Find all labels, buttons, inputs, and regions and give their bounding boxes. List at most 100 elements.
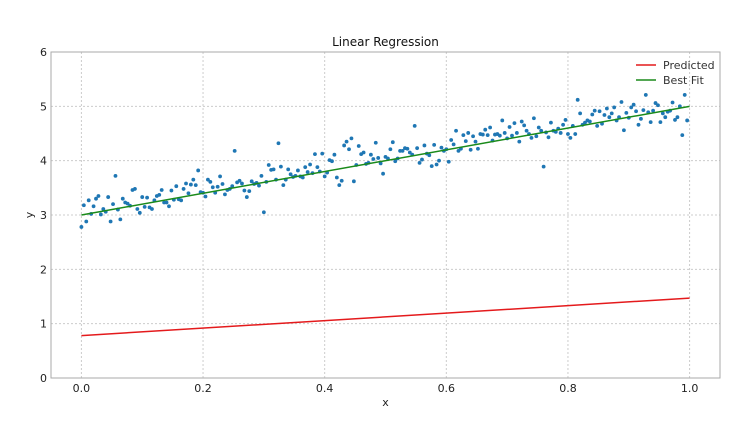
scatter-point <box>281 183 286 188</box>
scatter-point <box>612 105 617 110</box>
scatter-point <box>500 118 505 123</box>
series-lines <box>81 105 690 337</box>
legend-label-predicted: Predicted <box>663 59 715 72</box>
y-tick-label: 0 <box>40 372 47 385</box>
scatter-point <box>133 187 137 191</box>
scatter-point <box>451 142 456 147</box>
scatter-point <box>322 174 327 179</box>
scatter-point <box>473 139 478 144</box>
scatter-point <box>313 152 317 157</box>
scatter-point <box>300 175 305 180</box>
x-tick-label: 0.4 <box>316 382 334 395</box>
scatter-point <box>561 122 565 127</box>
scatter-point <box>344 139 349 144</box>
scatter-point <box>546 135 551 140</box>
scatter-point <box>369 152 373 157</box>
scatter-point <box>415 146 420 151</box>
scatter-point <box>98 212 103 217</box>
scatter-point <box>583 120 587 125</box>
scatter-point <box>656 103 660 108</box>
legend: Predicted Best Fit <box>636 59 715 87</box>
scatter-point <box>393 159 398 164</box>
scatter-point <box>539 128 544 133</box>
scatter-point <box>485 133 490 138</box>
scatter-point <box>466 131 471 135</box>
scatter-point <box>84 219 89 224</box>
scatter-point <box>91 204 96 209</box>
scatter-point <box>412 123 417 128</box>
scatter-point <box>497 133 502 138</box>
scatter-point <box>476 146 480 151</box>
scatter-point <box>549 120 553 125</box>
scatter-point <box>575 97 580 102</box>
scatter-point <box>573 132 578 136</box>
scatter-point <box>223 192 227 197</box>
scatter-point <box>658 120 663 124</box>
scatter-point <box>446 159 451 164</box>
scatter-point <box>468 147 473 152</box>
scatter-point <box>634 109 638 114</box>
scatter-point <box>188 182 193 187</box>
scatter-point <box>420 157 424 162</box>
scatter-point <box>305 170 310 174</box>
scatter-point <box>361 150 366 155</box>
scatter-point <box>308 162 312 167</box>
y-tick-label: 4 <box>40 155 47 168</box>
scatter-point <box>510 133 514 138</box>
scatter-point <box>663 115 668 120</box>
scatter-point <box>242 188 247 193</box>
scatter-point <box>244 195 249 199</box>
scatter-point <box>286 167 291 172</box>
y-tick-label: 6 <box>40 46 47 59</box>
scatter-point <box>685 118 690 123</box>
scatter-point <box>320 151 325 156</box>
scatter-point <box>135 207 140 211</box>
scatter-point <box>422 143 427 148</box>
scatter-point <box>587 119 592 124</box>
scatter-point <box>145 195 149 200</box>
y-tick-label: 3 <box>40 209 47 222</box>
scatter-point <box>106 195 111 199</box>
scatter-point <box>390 140 395 145</box>
scatter-point <box>507 125 512 129</box>
scatter-point <box>196 168 201 173</box>
scatter-point <box>619 100 624 104</box>
scatter-point <box>349 136 354 141</box>
plot-area <box>50 51 721 379</box>
x-tick-label: 0.8 <box>559 382 577 395</box>
scatter-point <box>434 162 439 167</box>
scatter-point <box>191 177 196 182</box>
scatter-point <box>597 109 602 114</box>
scatter-point <box>278 164 283 169</box>
scatter-point <box>356 144 361 148</box>
scatter-point <box>454 128 458 133</box>
scatter-point <box>186 191 191 196</box>
scatter-point <box>140 195 145 199</box>
scatter-point <box>609 111 614 116</box>
scatter-point <box>388 147 393 152</box>
scatter-point <box>405 146 410 151</box>
scatter-point <box>157 192 162 197</box>
scatter-point <box>502 131 507 135</box>
scatter-point <box>257 183 261 188</box>
scatter-point <box>371 157 376 161</box>
scatter-point <box>249 179 254 184</box>
scatter-point <box>261 210 266 215</box>
scatter-point <box>167 204 171 209</box>
legend-label-best-fit: Best Fit <box>663 74 704 87</box>
scatter-point <box>639 116 643 121</box>
scatter-point <box>534 134 539 139</box>
x-tick-label: 0.6 <box>438 382 456 395</box>
x-tick-label: 1.0 <box>681 382 699 395</box>
scatter-point <box>432 143 437 147</box>
scatter-point <box>417 160 422 165</box>
scatter-point <box>437 158 441 163</box>
scatter-point <box>342 143 347 148</box>
scatter-point <box>563 118 568 122</box>
scatter-point <box>488 125 493 130</box>
scatter-point <box>463 139 468 144</box>
scatter-point <box>578 111 583 116</box>
scatter-point <box>480 132 485 137</box>
scatter-point <box>568 135 573 140</box>
x-tick-label: 0.0 <box>73 382 91 395</box>
